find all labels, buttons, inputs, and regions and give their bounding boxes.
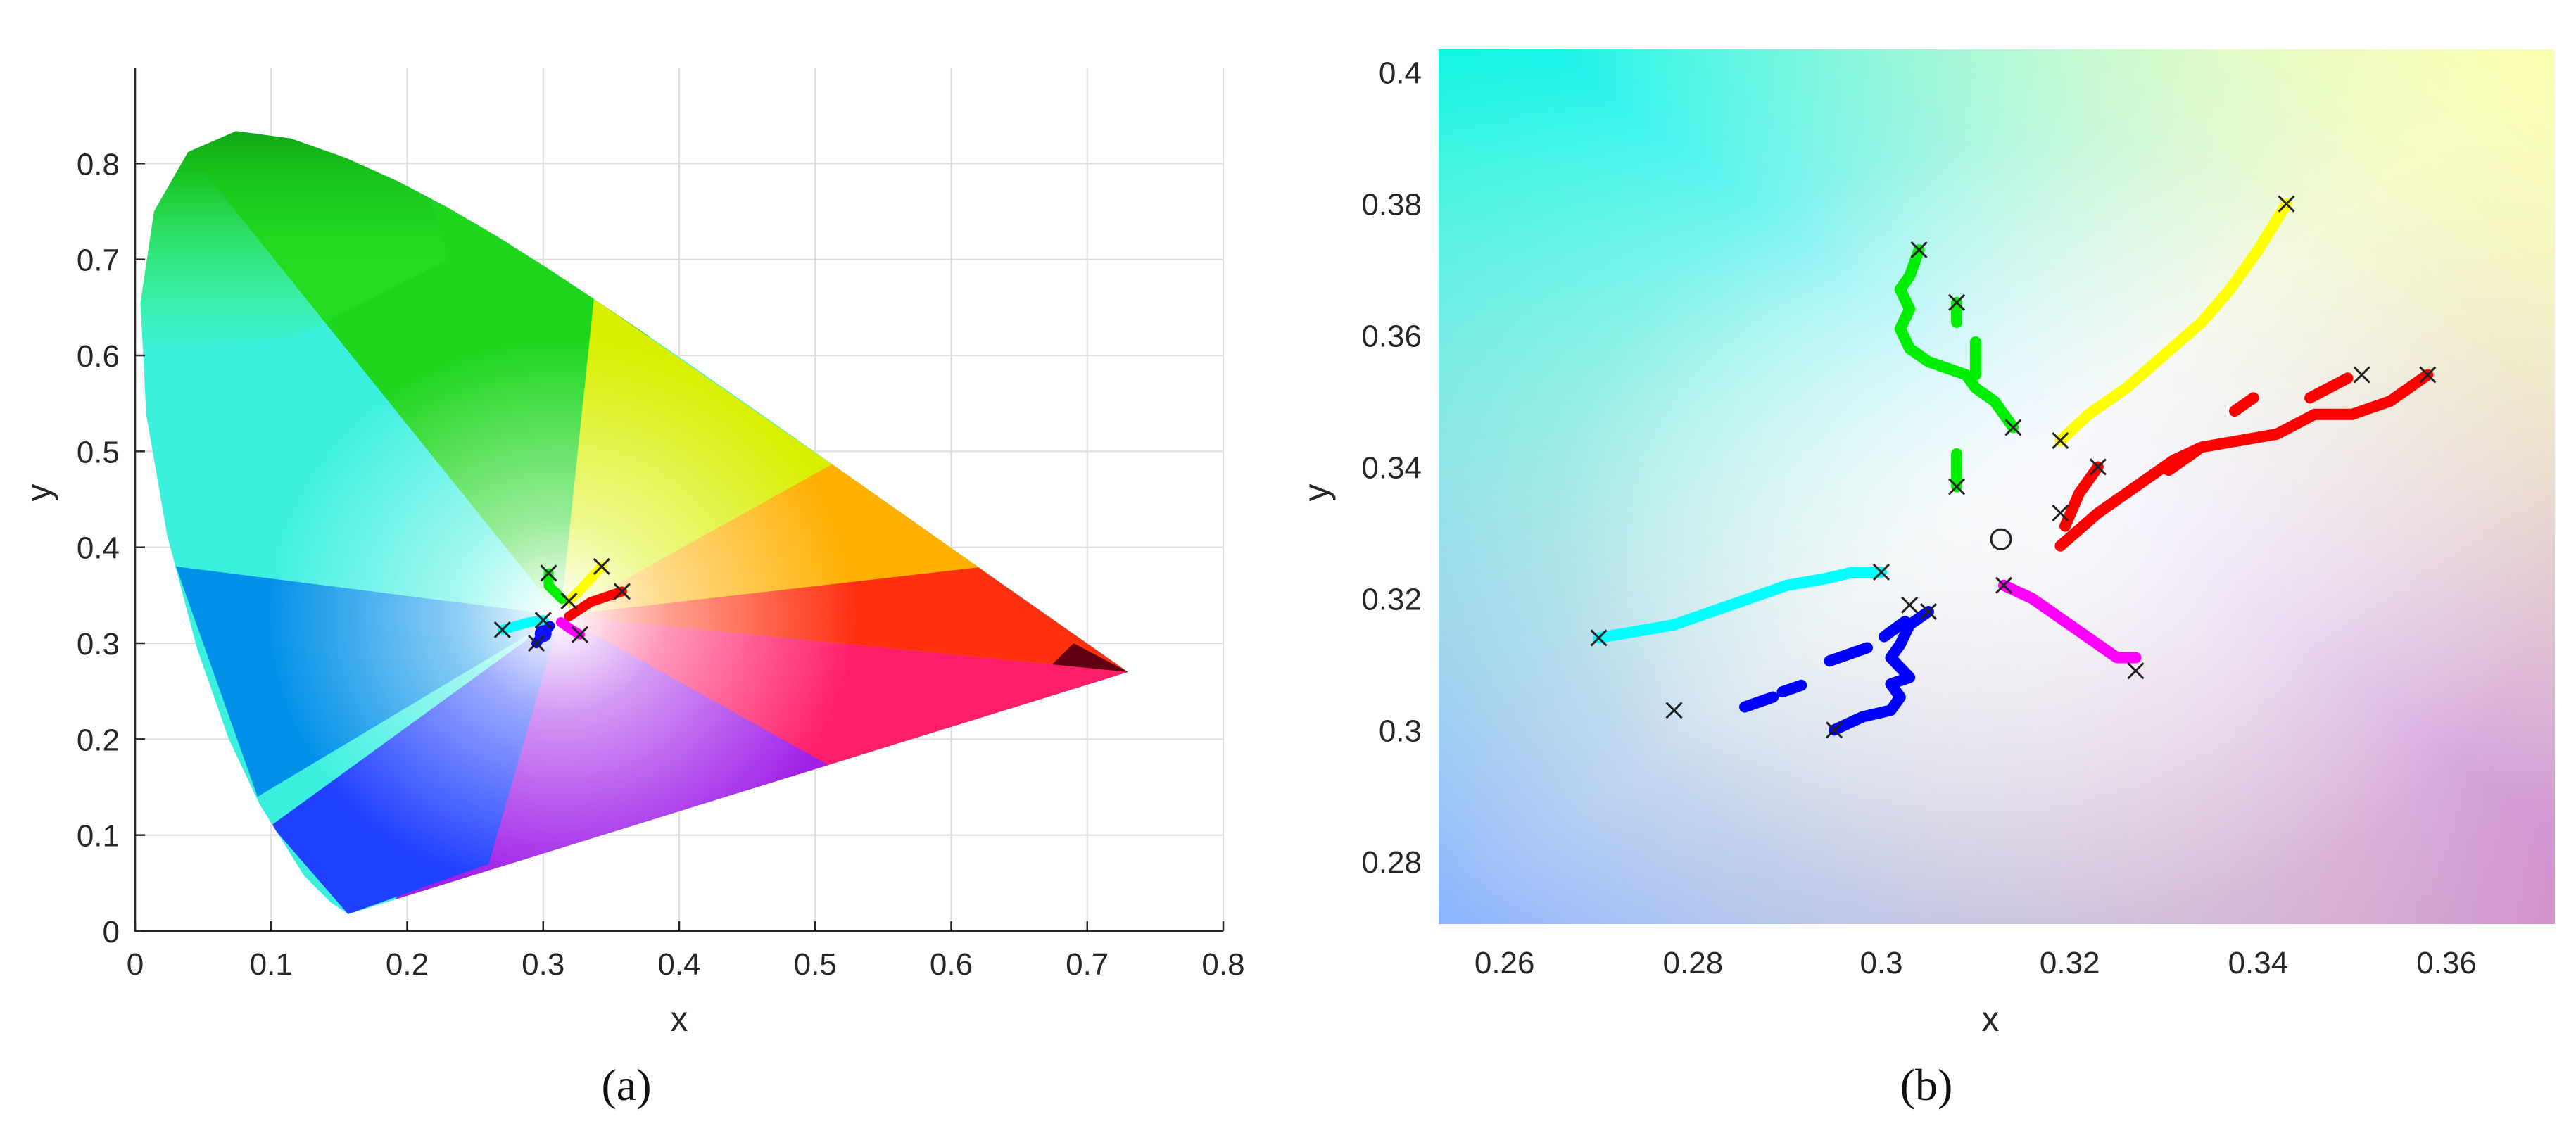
data-series — [1593, 198, 2434, 736]
y-tick-label: 0.36 — [1361, 320, 1422, 354]
y-axis-label: y — [1296, 484, 1336, 502]
data-series-line — [1738, 691, 1779, 713]
data-series-line — [1593, 566, 1888, 644]
data-marker — [1948, 478, 1966, 495]
x-tick-label: 0.5 — [794, 947, 837, 982]
chromaticity-zoom-b: 0.26 0.28 0.3 0.32 0.34 0.36 0.28 0.3 0.32 0.34 0.… — [1296, 49, 2555, 1039]
data-marker — [1901, 596, 1919, 614]
data-marker — [2127, 662, 2145, 680]
data-series-line — [564, 586, 627, 621]
data-marker — [1910, 241, 1928, 259]
x-tick-label: 0.6 — [930, 947, 973, 982]
data-marker — [2004, 419, 2022, 436]
data-series-line — [1894, 244, 2019, 434]
data-series-line — [1998, 579, 2142, 664]
data-series-line — [2054, 198, 2292, 447]
data-marker — [613, 583, 631, 600]
x-axis-label: x — [1982, 999, 2000, 1039]
y-tick-label: 0.6 — [77, 339, 120, 374]
y-axis-label: y — [19, 484, 58, 502]
gamut-white-center — [265, 341, 857, 890]
data-series-line — [497, 615, 548, 635]
x-axis-label: x — [671, 999, 688, 1039]
data-marker — [2419, 366, 2437, 384]
data-series-line — [2059, 461, 2104, 532]
y-tick-label: 0.32 — [1361, 582, 1422, 616]
axes: 0.26 0.28 0.3 0.32 0.34 0.36 0.28 0.3 0.32 0.34 0.… — [1361, 56, 2477, 980]
panel-label-a: (a) — [601, 1060, 652, 1110]
chromaticity-diagram-a: 0 0.1 0.2 0.3 0.4 0.5 0.6 0.7 0.8 0 0.1 0.2 0.3 0.4 0.… — [19, 68, 1245, 1039]
y-tick-label: 0.4 — [1379, 56, 1422, 91]
y-tick-label: 0.8 — [77, 147, 120, 182]
y-tick-label: 0.4 — [77, 531, 120, 566]
data-markers — [493, 557, 631, 652]
x-tick-label: 0.7 — [1066, 947, 1109, 982]
y-tick-label: 0.28 — [1361, 845, 1422, 880]
data-marker — [2278, 195, 2295, 213]
data-series-line — [2163, 445, 2203, 476]
data-marker — [534, 612, 552, 629]
x-tick-label: 0.32 — [2040, 946, 2100, 980]
axes: 0 0.1 0.2 0.3 0.4 0.5 0.6 0.7 0.8 0 0.1 0.2 0.3 0.4 0.… — [77, 68, 1245, 982]
color-field-white-glow — [1439, 49, 2555, 924]
axis-frame — [134, 68, 1223, 932]
x-tick-label: 0.3 — [522, 947, 564, 982]
x-tick-label: 0.2 — [386, 947, 429, 982]
y-tick-label: 0.5 — [77, 435, 120, 469]
data-marker — [560, 592, 578, 610]
data-markers — [1590, 195, 2437, 739]
x-tick-label: 0.26 — [1475, 946, 1535, 980]
x-tick-label: 0.3 — [1860, 946, 1902, 980]
x-tick-label: 0.4 — [657, 947, 700, 982]
x-tick-label: 0.1 — [250, 947, 293, 982]
data-series-line — [2228, 392, 2259, 417]
y-tick-label: 0.38 — [1361, 188, 1422, 222]
x-tick-label: 0 — [127, 947, 144, 982]
data-marker — [1665, 702, 1683, 719]
data-marker — [493, 621, 511, 638]
data-marker — [1948, 293, 1966, 311]
data-marker — [1919, 603, 1938, 621]
data-series-line — [1824, 642, 1873, 667]
data-marker — [1872, 563, 1890, 581]
x-tick-label: 0.34 — [2228, 946, 2289, 980]
data-series-line — [2304, 372, 2354, 404]
data-marker — [593, 557, 610, 575]
data-marker — [528, 634, 545, 652]
y-tick-label: 0.2 — [77, 723, 120, 757]
panel-label-b: (b) — [1900, 1060, 1953, 1110]
y-tick-label: 0 — [103, 915, 120, 949]
color-field — [1439, 49, 2555, 924]
data-marker — [1826, 721, 1843, 739]
data-series-line — [2054, 369, 2434, 552]
data-series-line — [1879, 616, 1911, 643]
y-tick-label: 0.3 — [1379, 714, 1422, 748]
data-marker — [2052, 432, 2069, 450]
x-tick-label: 0.8 — [1201, 947, 1244, 982]
data-series-line — [1829, 606, 1934, 736]
data-marker — [1590, 629, 1608, 647]
data-marker — [1995, 576, 2013, 594]
data-marker — [540, 564, 557, 582]
x-tick-label: 0.28 — [1663, 946, 1724, 980]
data-point-dot — [534, 625, 552, 643]
white-point-marker — [1990, 528, 2012, 550]
x-tick-label: 0.36 — [2416, 946, 2477, 980]
data-marker — [571, 626, 588, 643]
y-tick-label: 0.7 — [77, 243, 120, 278]
data-series-line — [543, 568, 567, 605]
y-tick-label: 0.3 — [77, 627, 120, 662]
data-marker — [2089, 458, 2107, 476]
data-marker — [2353, 366, 2370, 384]
data-series-line — [1776, 679, 1807, 698]
y-tick-label: 0.34 — [1361, 450, 1422, 485]
data-marker — [2052, 504, 2069, 521]
y-tick-label: 0.1 — [77, 819, 120, 854]
